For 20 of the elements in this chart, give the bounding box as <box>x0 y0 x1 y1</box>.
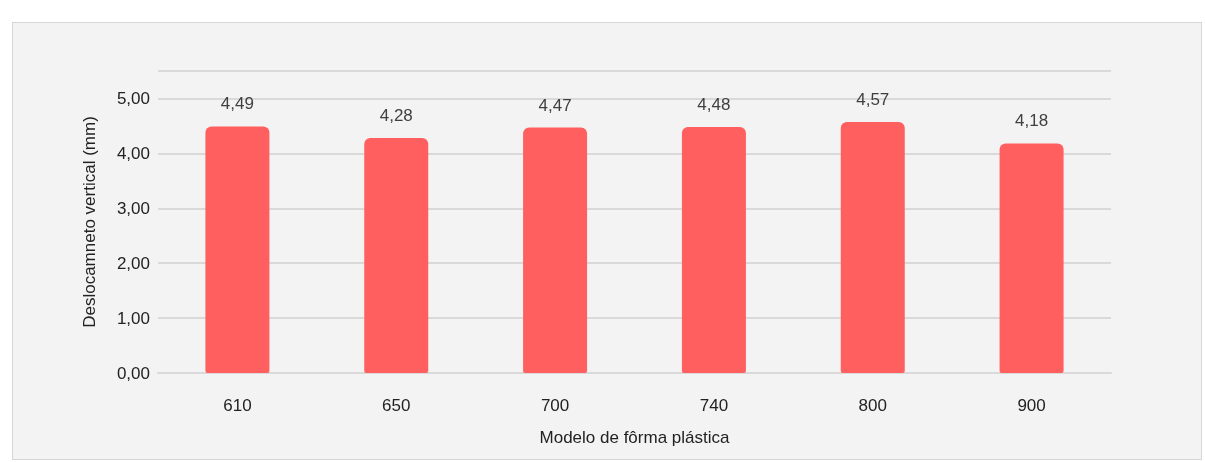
y-tick-label: 0,00 <box>116 363 150 383</box>
y-tick-label: 2,00 <box>116 253 150 273</box>
x-tick-label: 610 <box>223 396 252 415</box>
x-tick-label: 800 <box>858 396 887 415</box>
x-tick-label: 700 <box>540 396 570 415</box>
x-axis-title: Modelo de fôrma plástica <box>539 428 731 447</box>
x-tick-label: 740 <box>699 396 729 415</box>
y-tick-label: 3,00 <box>116 198 150 218</box>
y-tick-label: 4,00 <box>116 143 150 163</box>
data-label: 4,28 <box>379 105 413 125</box>
y-tick-label: 5,00 <box>116 88 150 108</box>
x-tick-label: 650 <box>382 396 411 415</box>
data-label: 4,57 <box>856 90 890 110</box>
data-label: 4,48 <box>697 95 731 115</box>
y-tick-label: 1,00 <box>116 308 150 328</box>
data-label: 4,18 <box>1015 111 1049 131</box>
x-tick-label: 900 <box>1017 396 1046 415</box>
data-label: 4,47 <box>538 95 572 115</box>
y-axis-title: Deslocamneto vertical (mm) <box>80 116 99 328</box>
data-label: 4,49 <box>220 94 254 114</box>
